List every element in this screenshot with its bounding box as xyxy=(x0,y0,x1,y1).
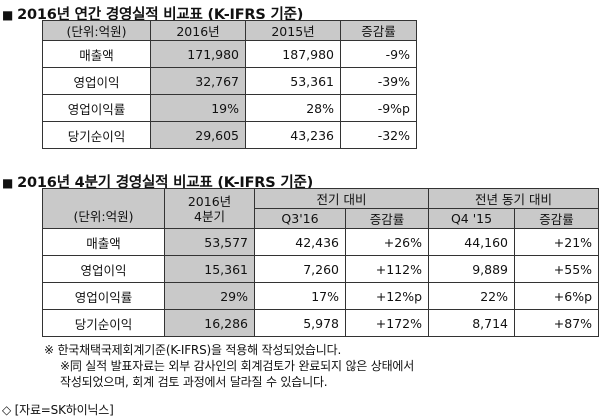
table-row: 매출액 53,577 42,436 +26% 44,160 +21% xyxy=(42,228,600,256)
table-row: 영업이익 32,767 53,361 -39% xyxy=(42,67,417,95)
value-q4-15: 8,714 xyxy=(428,309,516,337)
value-q4-15: 9,889 xyxy=(428,255,516,283)
ifrs-note: ※ 한국채택국제회계기준(K-IFRS)을 적용해 작성되었습니다. xyxy=(44,343,342,357)
yoy-change: +6%p xyxy=(514,282,600,310)
value-q4-16: 29% xyxy=(164,282,255,310)
value-2016: 32,767 xyxy=(150,67,246,95)
value-2015: 28% xyxy=(245,94,341,122)
row-label: 영업이익률 xyxy=(42,282,165,310)
value-2016: 29,605 xyxy=(150,121,246,149)
qoq-change-header: 증감률 xyxy=(344,208,430,229)
square-bullet-icon: ■ xyxy=(2,8,14,22)
row-label: 당기순이익 xyxy=(42,309,165,337)
value-2016: 171,980 xyxy=(150,40,246,68)
unit-header: (단위:억원) xyxy=(42,20,151,41)
table1-title-text: 2016년 연간 경영실적 비교표 (K-IFRS 기준) xyxy=(17,7,304,23)
table-row: 영업이익률 19% 28% -9%p xyxy=(42,94,417,122)
table2-sub-header-row: Q3'16 증감률 Q4 '15 증감률 xyxy=(43,208,600,229)
row-label: 매출액 xyxy=(42,40,151,68)
table2-group-header-row: (단위:억원) 2016년 4분기 전기 대비 전년 동기 대비 xyxy=(42,188,600,229)
q3-16-header: Q3'16 xyxy=(254,208,346,229)
qoq-change: +26% xyxy=(344,228,430,256)
yoy-change-header: 증감률 xyxy=(514,208,600,229)
value-q3-16: 7,260 xyxy=(254,255,346,283)
qoq-change: +112% xyxy=(344,255,430,283)
row-label: 영업이익률 xyxy=(42,94,151,122)
change-rate: -39% xyxy=(340,67,417,95)
value-2015: 187,980 xyxy=(245,40,341,68)
change-header: 증감률 xyxy=(340,20,417,41)
value-q4-15: 44,160 xyxy=(428,228,516,256)
unit-header: (단위:억원) xyxy=(42,188,165,229)
change-rate: -32% xyxy=(340,121,417,149)
table-row: 매출액 171,980 187,980 -9% xyxy=(42,40,417,68)
table-row: 영업이익률 29% 17% +12%p 22% +6%p xyxy=(42,282,600,310)
value-q3-16: 5,978 xyxy=(254,309,346,337)
table-row: 당기순이익 16,286 5,978 +172% 8,714 +87% xyxy=(42,309,600,337)
table2-title: ■ 2016년 4분기 경영실적 비교표 (K-IFRS 기준) xyxy=(2,171,313,192)
change-rate: -9%p xyxy=(340,94,417,122)
row-label: 영업이익 xyxy=(42,255,165,283)
value-q3-16: 42,436 xyxy=(254,228,346,256)
q4-2016-header: 2016년 4분기 xyxy=(164,188,255,229)
table1-header-row: (단위:억원) 2016년 2015년 증감률 xyxy=(42,20,417,41)
value-q4-16: 16,286 xyxy=(164,309,255,337)
value-2015: 53,361 xyxy=(245,67,341,95)
row-label: 매출액 xyxy=(42,228,165,256)
qoq-change: +12%p xyxy=(344,282,430,310)
value-q4-16: 53,577 xyxy=(164,228,255,256)
table-row: 영업이익 15,361 7,260 +112% 9,889 +55% xyxy=(42,255,600,283)
value-q3-16: 17% xyxy=(254,282,346,310)
square-bullet-icon: ■ xyxy=(2,176,14,190)
source-credit: ◇ [자료=SK하이닉스] xyxy=(2,403,114,417)
audit-note-continued: 작성되었으며, 회계 검토 과정에서 달라질 수 있습니다. xyxy=(60,375,328,389)
yoy-change: +55% xyxy=(514,255,600,283)
table1-title: ■ 2016년 연간 경영실적 비교표 (K-IFRS 기준) xyxy=(2,3,303,24)
qoq-change: +172% xyxy=(344,309,430,337)
yoy-change: +87% xyxy=(514,309,600,337)
row-label: 영업이익 xyxy=(42,67,151,95)
q4-15-header: Q4 '15 xyxy=(428,208,516,229)
annual-results-table: (단위:억원) 2016년 2015년 증감률 매출액 171,980 187,… xyxy=(42,20,417,149)
yoy-change: +21% xyxy=(514,228,600,256)
year-2016-header: 2016년 xyxy=(150,20,246,41)
row-label: 당기순이익 xyxy=(42,121,151,149)
prev-quarter-group-header: 전기 대비 xyxy=(253,188,430,209)
value-q4-16: 15,361 xyxy=(164,255,255,283)
value-2016: 19% xyxy=(150,94,246,122)
table-row: 당기순이익 29,605 43,236 -32% xyxy=(42,121,417,149)
value-2015: 43,236 xyxy=(245,121,341,149)
value-q4-15: 22% xyxy=(428,282,516,310)
prev-year-group-header: 전년 동기 대비 xyxy=(428,188,600,209)
quarterly-results-table: (단위:억원) 2016년 4분기 전기 대비 전년 동기 대비 Q3'16 증… xyxy=(42,188,600,337)
table2-title-text: 2016년 4분기 경영실적 비교표 (K-IFRS 기준) xyxy=(17,175,314,191)
year-2015-header: 2015년 xyxy=(245,20,341,41)
audit-note: ※同 실적 발표자료는 외부 감사인의 회계검토가 완료되지 않은 상태에서 xyxy=(60,359,415,373)
change-rate: -9% xyxy=(340,40,417,68)
